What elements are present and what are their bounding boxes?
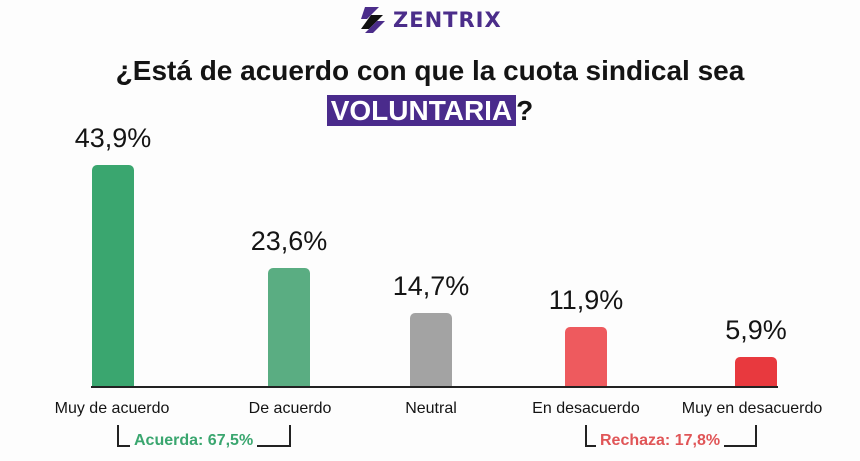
bar-4	[735, 357, 777, 387]
x-axis-line	[91, 386, 778, 388]
reject-group-label: Rechaza: 17,8%	[596, 432, 725, 450]
brand-logo: ZENTRIX	[357, 3, 502, 37]
bar-2	[410, 312, 452, 387]
value-label: 43,9%	[74, 123, 152, 153]
value-label: 23,6%	[250, 225, 328, 256]
bar-0	[92, 165, 134, 387]
category-label: Muy de acuerdo	[54, 400, 170, 417]
chart-title-line2: VOLUNTARIA?	[0, 95, 860, 127]
agree-group-label: Acuerda: 67,5%	[130, 432, 258, 450]
category-label: Neutral	[405, 400, 457, 417]
chart-title-line1: ¿Está de acuerdo con que la cuota sindic…	[115, 55, 745, 86]
bar-1	[268, 267, 310, 387]
zentrix-logo-icon	[361, 7, 385, 33]
title-suffix: ?	[516, 95, 534, 126]
bar-3	[565, 326, 607, 387]
category-label: De acuerdo	[248, 400, 332, 417]
value-label: 14,7%	[392, 270, 470, 301]
value-label: 5,9%	[725, 315, 787, 346]
brand-name: ZENTRIX	[393, 8, 502, 32]
category-label: En desacuerdo	[532, 400, 640, 417]
value-label: 11,9%	[548, 284, 624, 315]
title-highlight: VOLUNTARIA	[326, 95, 517, 126]
category-label: Muy en desacuerdo	[681, 400, 823, 417]
